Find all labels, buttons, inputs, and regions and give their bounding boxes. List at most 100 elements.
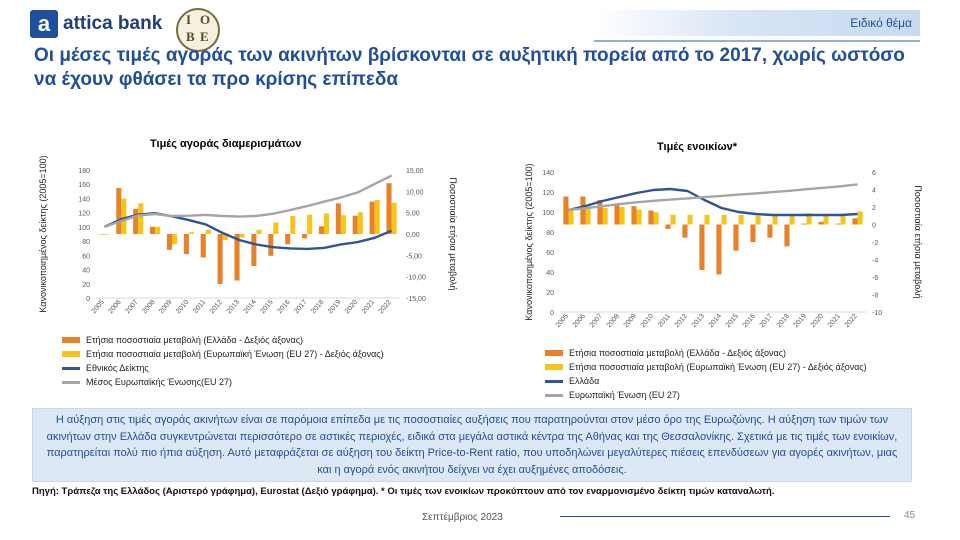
bar xyxy=(150,226,156,234)
bar xyxy=(324,213,330,234)
x-tick-label: 2017 xyxy=(759,313,774,330)
x-tick-label: 2019 xyxy=(793,313,808,330)
bar xyxy=(755,215,761,225)
y-axis-title: Κανονικοποιημένος δείκτης (2005=100) xyxy=(38,155,48,312)
y-tick-label: 0 xyxy=(86,296,90,303)
bar xyxy=(239,234,245,238)
legend-swatch xyxy=(545,379,563,383)
legend-label: Ετήσια ποσοστιαία μεταβολή (Ευρωπαϊκή Έν… xyxy=(569,362,867,372)
legend-swatch xyxy=(545,393,563,397)
y-axis-title: Κανονικοποιημένος δείκτης (2005=100) xyxy=(524,163,534,320)
x-tick-label: 2015 xyxy=(725,313,740,330)
y-tick-label: 40 xyxy=(546,270,554,277)
bar xyxy=(835,223,841,225)
right-chart-legend: Ετήσια ποσοστιαία μεταβολή (Ελλάδα - Δεξ… xyxy=(545,346,867,402)
legend-entry: Ετήσια ποσοστιαία μεταβολή (Ευρωπαϊκή Έν… xyxy=(62,347,384,361)
bar xyxy=(374,199,380,234)
bar xyxy=(636,209,642,225)
bar xyxy=(290,216,296,234)
legend-entry: Ευρωπαϊκή Ένωση (EU 27) xyxy=(545,388,867,402)
x-tick-label: 2009 xyxy=(623,313,638,330)
bar xyxy=(172,234,178,245)
bar xyxy=(386,183,392,234)
bar xyxy=(580,196,586,225)
series-line xyxy=(103,212,393,251)
legend-swatch xyxy=(62,351,80,357)
x-tick-label: 2022 xyxy=(378,299,393,316)
x-tick-label: 2008 xyxy=(141,299,156,316)
y2-tick-label: 6 xyxy=(872,170,876,177)
legend-swatch xyxy=(62,380,80,384)
x-tick-label: 2015 xyxy=(259,299,274,316)
legend-label: Μέσος Ευρωπαϊκής Ένωσης(EU 27) xyxy=(86,377,232,387)
bar xyxy=(104,234,110,235)
y-tick-label: 20 xyxy=(82,282,90,289)
y-tick-label: 100 xyxy=(542,210,554,217)
y2-tick-label: 0 xyxy=(872,223,876,230)
y-tick-label: 80 xyxy=(546,230,554,237)
legend-label: Εθνικός Δείκτης xyxy=(86,363,149,373)
right-chart-title: Τιμές ενοικίων* xyxy=(657,141,738,153)
x-tick-label: 2005 xyxy=(91,299,106,316)
bar xyxy=(307,214,313,234)
x-tick-label: 2018 xyxy=(310,299,325,316)
x-tick-label: 2011 xyxy=(657,313,672,329)
y2-tick-label: -10,00 xyxy=(406,275,426,282)
bar xyxy=(823,214,829,225)
legend-entry: Ελλάδα xyxy=(545,374,867,388)
x-tick-label: 2012 xyxy=(209,299,224,316)
bar xyxy=(352,215,358,234)
x-tick-label: 2014 xyxy=(708,313,723,330)
attica-bank-logo-mark: a xyxy=(30,10,58,38)
y2-tick-label: 4 xyxy=(872,188,876,195)
x-tick-label: 2017 xyxy=(293,299,308,316)
bar xyxy=(268,234,274,256)
bar xyxy=(767,224,773,238)
y-tick-label: 20 xyxy=(546,290,554,297)
bar xyxy=(256,229,262,234)
bar xyxy=(335,203,341,234)
legend-entry: Εθνικός Δείκτης xyxy=(62,361,384,375)
x-tick-label: 2013 xyxy=(226,299,241,316)
bar xyxy=(670,214,676,225)
x-tick-label: 2010 xyxy=(175,299,190,316)
bar xyxy=(217,234,223,284)
y2-tick-label: -15,00 xyxy=(406,296,426,303)
bar xyxy=(631,206,637,225)
bar xyxy=(772,214,778,225)
bar xyxy=(285,234,291,245)
bar xyxy=(614,203,620,225)
y2-tick-label: -4 xyxy=(872,258,878,265)
y2-axis-title: Ποσοστιαία ετήσια μεταβολή xyxy=(448,177,458,290)
legend-label: Ετήσια ποσοστιαία μεταβολή (Ελλάδα - Δεξ… xyxy=(569,348,787,358)
legend-label: Ετήσια ποσοστιαία μεταβολή (Ευρωπαϊκή Έν… xyxy=(86,349,384,359)
y2-tick-label: 15,00 xyxy=(406,168,424,175)
x-tick-label: 2016 xyxy=(276,299,291,316)
bar xyxy=(133,208,139,234)
left-chart-legend: Ετήσια ποσοστιαία μεταβολή (Ελλάδα - Δεξ… xyxy=(62,333,384,389)
series-line xyxy=(104,174,393,229)
y-tick-label: 180 xyxy=(78,168,90,175)
x-tick-label: 2011 xyxy=(192,299,207,315)
left-chart-title: Τιμές αγοράς διαμερισμάτων xyxy=(150,138,302,150)
bar xyxy=(318,226,324,234)
bar xyxy=(750,224,756,242)
bar xyxy=(183,234,189,255)
section-badge-label: Ειδικό θέμα xyxy=(850,16,912,30)
iobe-logo: I O B E xyxy=(176,8,220,52)
x-tick-label: 2013 xyxy=(691,313,706,330)
bar xyxy=(784,224,790,247)
section-badge: Ειδικό θέμα xyxy=(594,10,920,36)
source-note: Πηγή: Τράπεζα της Ελλάδος (Αριστερό γράφ… xyxy=(32,486,775,497)
bar xyxy=(789,214,795,225)
y-tick-label: 140 xyxy=(542,170,554,177)
bar xyxy=(205,229,211,234)
bar xyxy=(391,202,397,234)
legend-swatch xyxy=(545,364,563,370)
y-tick-label: 120 xyxy=(78,211,90,218)
y-tick-label: 120 xyxy=(542,190,554,197)
x-tick-label: 2008 xyxy=(606,313,621,330)
y2-tick-label: -8 xyxy=(872,293,878,300)
legend-swatch xyxy=(62,337,80,343)
bar xyxy=(234,234,240,281)
